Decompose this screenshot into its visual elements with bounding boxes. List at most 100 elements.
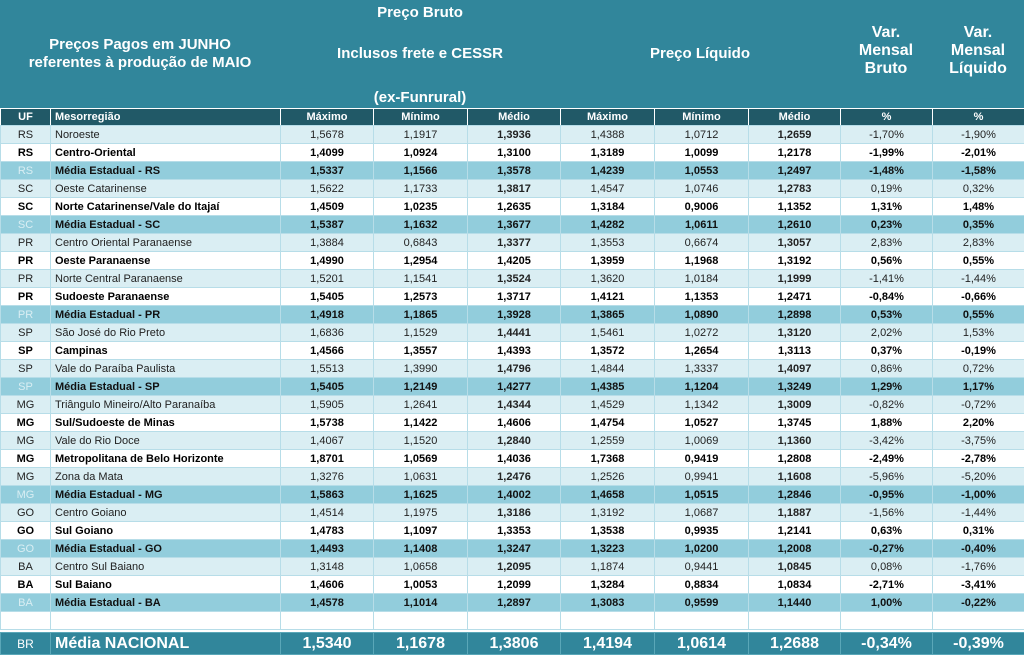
value-cell: -0,82% bbox=[841, 396, 933, 414]
value-cell: 1,3884 bbox=[281, 234, 374, 252]
value-cell: 1,1204 bbox=[655, 378, 749, 396]
uf-cell: PR bbox=[1, 252, 51, 270]
region-cell: Centro-Oriental bbox=[51, 144, 281, 162]
value-cell: -1,99% bbox=[841, 144, 933, 162]
region-cell: Campinas bbox=[51, 342, 281, 360]
gross-price: Preço Bruto bbox=[280, 4, 560, 22]
value-cell: -1,00% bbox=[933, 486, 1024, 504]
value-cell: 1,5405 bbox=[281, 288, 374, 306]
value-cell: 1,1520 bbox=[374, 432, 468, 450]
value-cell: -0,84% bbox=[841, 288, 933, 306]
value-cell: 1,2840 bbox=[468, 432, 561, 450]
value-cell: -0,34% bbox=[841, 633, 933, 655]
value-cell: 1,0069 bbox=[655, 432, 749, 450]
value-cell: 1,5863 bbox=[281, 486, 374, 504]
value-cell: 1,4277 bbox=[468, 378, 561, 396]
value-cell: 1,2008 bbox=[749, 540, 841, 558]
value-cell: 0,9419 bbox=[655, 450, 749, 468]
value-cell: 1,4514 bbox=[281, 504, 374, 522]
value-cell: 1,1541 bbox=[374, 270, 468, 288]
value-cell: 1,4344 bbox=[468, 396, 561, 414]
column-header-cell: % bbox=[841, 109, 933, 126]
value-cell: 1,1874 bbox=[561, 558, 655, 576]
value-cell: 1,3083 bbox=[561, 594, 655, 612]
value-cell: 0,55% bbox=[933, 252, 1024, 270]
region-cell: Média Estadual - MG bbox=[51, 486, 281, 504]
value-cell: 1,3553 bbox=[561, 234, 655, 252]
value-cell: 0,9941 bbox=[655, 468, 749, 486]
value-cell: 1,4547 bbox=[561, 180, 655, 198]
region-cell: Média Estadual - SP bbox=[51, 378, 281, 396]
value-cell: 1,3572 bbox=[561, 342, 655, 360]
value-cell: 1,2898 bbox=[749, 306, 841, 324]
value-cell: 1,0924 bbox=[374, 144, 468, 162]
value-cell: 1,3928 bbox=[468, 306, 561, 324]
value-cell: -3,42% bbox=[841, 432, 933, 450]
value-cell: -1,44% bbox=[933, 270, 1024, 288]
value-cell: 1,4393 bbox=[468, 342, 561, 360]
value-cell: 1,1678 bbox=[374, 633, 468, 655]
title-line: referentes à produção de MAIO bbox=[29, 54, 252, 71]
value-cell: 1,3120 bbox=[749, 324, 841, 342]
value-cell: 1,3677 bbox=[468, 216, 561, 234]
value-cell: -2,49% bbox=[841, 450, 933, 468]
value-cell: 1,3192 bbox=[561, 504, 655, 522]
uf-cell: PR bbox=[1, 288, 51, 306]
value-cell: 1,00% bbox=[841, 594, 933, 612]
value-cell: 1,1968 bbox=[655, 252, 749, 270]
value-cell: 1,3223 bbox=[561, 540, 655, 558]
value-cell: 1,3990 bbox=[374, 360, 468, 378]
uf-cell: MG bbox=[1, 486, 51, 504]
region-cell: Média NACIONAL bbox=[51, 633, 281, 655]
value-cell: 0,19% bbox=[841, 180, 933, 198]
value-cell: 0,72% bbox=[933, 360, 1024, 378]
uf-cell: SP bbox=[1, 378, 51, 396]
var-net: Var. Mensal Líquido bbox=[938, 24, 1018, 78]
uf-cell: BA bbox=[1, 594, 51, 612]
value-cell: -1,70% bbox=[841, 126, 933, 144]
region-cell: Metropolitana de Belo Horizonte bbox=[51, 450, 281, 468]
value-cell: 1,1408 bbox=[374, 540, 468, 558]
value-cell: 0,9006 bbox=[655, 198, 749, 216]
value-cell: 1,3745 bbox=[749, 414, 841, 432]
uf-cell: SP bbox=[1, 360, 51, 378]
region-cell: Centro Oriental Paranaense bbox=[51, 234, 281, 252]
value-cell: 1,3806 bbox=[468, 633, 561, 655]
value-cell: 0,08% bbox=[841, 558, 933, 576]
value-cell: 1,1566 bbox=[374, 162, 468, 180]
value-cell: 1,5738 bbox=[281, 414, 374, 432]
value-cell: 1,0845 bbox=[749, 558, 841, 576]
region-cell: São José do Rio Preto bbox=[51, 324, 281, 342]
value-cell: 1,1097 bbox=[374, 522, 468, 540]
value-cell: 1,3936 bbox=[468, 126, 561, 144]
uf-cell: MG bbox=[1, 414, 51, 432]
value-cell: 1,0200 bbox=[655, 540, 749, 558]
value-cell: 0,63% bbox=[841, 522, 933, 540]
value-cell: 1,3186 bbox=[468, 504, 561, 522]
value-cell: 1,4121 bbox=[561, 288, 655, 306]
value-cell: 1,3189 bbox=[561, 144, 655, 162]
value-cell: 1,4578 bbox=[281, 594, 374, 612]
uf-cell: BA bbox=[1, 558, 51, 576]
value-cell: 1,2095 bbox=[468, 558, 561, 576]
value-cell: 1,1342 bbox=[655, 396, 749, 414]
value-cell: 1,2897 bbox=[468, 594, 561, 612]
value-cell: 1,1440 bbox=[749, 594, 841, 612]
value-cell: 1,5405 bbox=[281, 378, 374, 396]
value-cell: 1,4606 bbox=[281, 576, 374, 594]
value-cell: -5,20% bbox=[933, 468, 1024, 486]
uf-cell: PR bbox=[1, 306, 51, 324]
value-cell: 1,3865 bbox=[561, 306, 655, 324]
value-cell: 1,3620 bbox=[561, 270, 655, 288]
value-cell: 1,2783 bbox=[749, 180, 841, 198]
value-cell: 0,32% bbox=[933, 180, 1024, 198]
